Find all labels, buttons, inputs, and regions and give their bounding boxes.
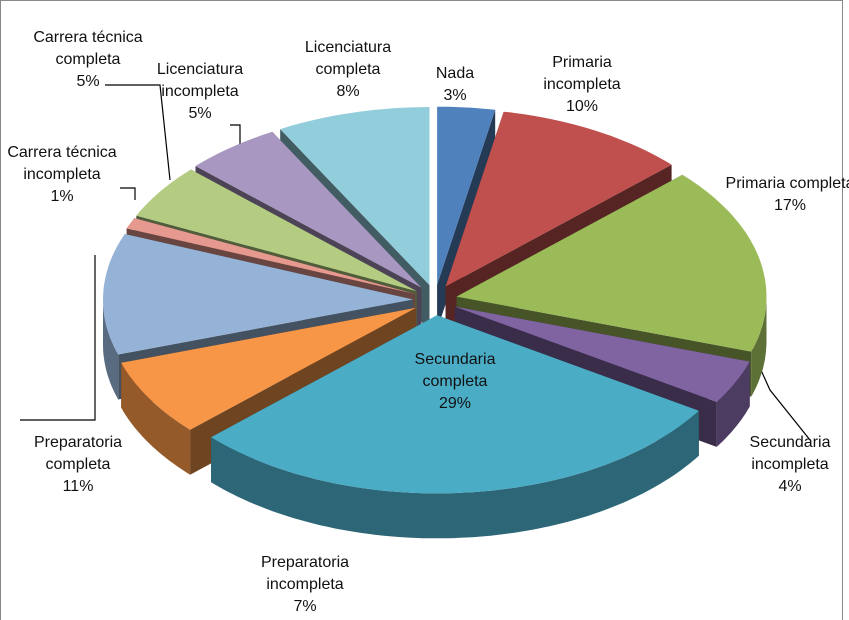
leader-line [120, 187, 136, 200]
category-label: Secundaria incompleta [749, 434, 831, 473]
value-label: 3% [443, 87, 467, 104]
category-label: Licenciatura incompleta [156, 61, 244, 100]
data-label: Licenciatura completa 8% [283, 37, 413, 103]
data-label: Primaria incompleta 10% [517, 52, 647, 118]
slice-wall [211, 410, 699, 539]
value-label: 29% [438, 395, 472, 412]
value-label: 1% [50, 188, 74, 205]
slice [136, 169, 417, 292]
value-label: 5% [188, 105, 212, 122]
value-label: 17% [773, 197, 807, 214]
category-label: Preparatoria completa [33, 434, 123, 473]
data-label: Carrera técnica incompleta 1% [0, 142, 127, 208]
data-label: Preparatoria incompleta 7% [240, 552, 370, 618]
slice [211, 315, 699, 494]
category-label: Secundaria completa [414, 351, 496, 390]
slice-wall [103, 299, 119, 400]
leader-line [20, 255, 96, 421]
slice [454, 306, 750, 402]
slice-wall [751, 296, 767, 397]
category-label: Primaria incompleta [543, 54, 621, 93]
leader-line [230, 124, 241, 145]
category-label: Primaria completa [725, 175, 849, 192]
value-label: 10% [565, 98, 599, 115]
slice [437, 106, 496, 285]
value-label: 5% [76, 73, 100, 90]
slice [280, 107, 430, 286]
value-label: 11% [62, 478, 94, 495]
category-label: Carrera técnica incompleta [7, 144, 117, 183]
slice-wall [716, 361, 750, 447]
data-label: Licenciatura incompleta 5% [135, 59, 265, 125]
category-label: Carrera técnica completa [33, 29, 143, 68]
slice [195, 131, 422, 288]
value-label: 8% [336, 83, 360, 100]
value-label: 4% [778, 478, 802, 495]
leader-line [105, 84, 171, 181]
data-label: Secundaria completa 29% [405, 349, 505, 415]
data-label: Carrera técnica completa 5% [23, 27, 153, 93]
slice [103, 234, 413, 355]
slice [456, 174, 767, 352]
slice-wall [121, 362, 191, 475]
data-label: Nada 3% [390, 63, 520, 107]
slice [126, 218, 415, 294]
value-label: 7% [293, 598, 317, 615]
data-label: Preparatoria completa 11% [13, 432, 143, 498]
data-label: Primaria completa 17% [725, 173, 849, 217]
category-label: Preparatoria incompleta [260, 554, 350, 593]
slice [121, 307, 417, 430]
category-label: Licenciatura completa [304, 39, 392, 78]
category-label: Nada [435, 65, 475, 82]
slice [445, 111, 672, 287]
data-label: Secundaria incompleta 4% [725, 432, 849, 498]
